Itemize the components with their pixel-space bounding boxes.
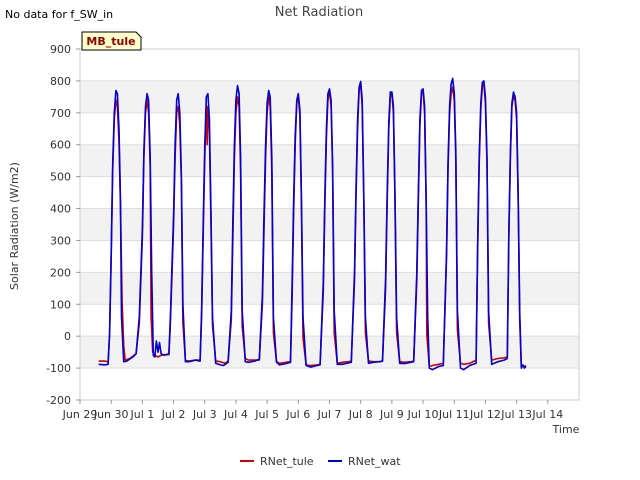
y-tick-label: -200	[46, 394, 71, 407]
x-tick-label: Jul 9	[379, 408, 404, 421]
y-tick-label: 900	[50, 43, 71, 56]
y-tick-label: 0	[64, 330, 71, 343]
background-bands	[80, 80, 579, 369]
legend-label-rnet-tule: RNet_tule	[260, 455, 314, 468]
x-tick-label: Jul 1	[129, 408, 154, 421]
chart-title: Net Radiation	[275, 5, 363, 20]
x-tick-label: Jul 3	[192, 408, 217, 421]
y-tick-label: 100	[50, 298, 71, 311]
x-axis-title: Time	[552, 423, 580, 436]
y-tick-label: 400	[50, 203, 71, 216]
legend: RNet_tule RNet_wat	[240, 455, 401, 468]
x-tick-label: Jul 11	[438, 408, 470, 421]
y-tick-label: 600	[50, 139, 71, 152]
station-label-shape	[81, 31, 142, 51]
grid-band	[80, 144, 579, 177]
y-axis-title: Solar Radiation (W/m2)	[8, 162, 21, 290]
legend-label-rnet-wat: RNet_wat	[348, 455, 401, 468]
x-tick-label: Jul 4	[223, 408, 248, 421]
x-tick-label: Jul 7	[317, 408, 342, 421]
no-data-note: No data for f_SW_in	[5, 8, 113, 21]
y-tick-label: 200	[50, 266, 71, 279]
station-label-box: MB_tule	[81, 31, 142, 51]
x-tick-label: Jul 6	[285, 408, 310, 421]
x-tick-label: Jul 5	[254, 408, 279, 421]
x-tick-label: Jul 12	[469, 408, 501, 421]
y-axis-ticks: -200 -100 0 100 200 300 400 500 600 700 800 900	[46, 43, 80, 407]
y-tick-label: 700	[50, 107, 71, 120]
y-tick-label: 500	[50, 171, 71, 184]
grid-band	[80, 272, 579, 305]
y-tick-label: 800	[50, 75, 71, 88]
x-tick-label: Jun 29	[62, 408, 98, 421]
y-tick-label: 300	[50, 234, 71, 247]
y-tick-label: -100	[46, 362, 71, 375]
x-tick-label: Jul 13	[500, 408, 532, 421]
x-tick-label: Jul 8	[348, 408, 373, 421]
series-layer	[98, 77, 527, 371]
x-tick-label: Jul 2	[161, 408, 186, 421]
station-label-text: MB_tule	[86, 35, 135, 48]
grid-band	[80, 208, 579, 241]
x-tick-label: Jun 30	[93, 408, 129, 421]
series-line-rnet-wat	[98, 77, 527, 371]
x-tick-label: Jul 14	[531, 408, 563, 421]
x-tick-label: Jul 10	[407, 408, 439, 421]
